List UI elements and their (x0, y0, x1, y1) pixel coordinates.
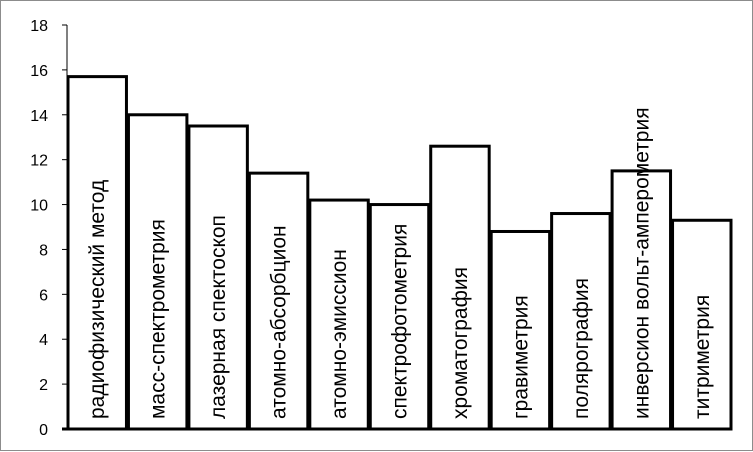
y-tick-label-14: 14 (30, 108, 48, 125)
y-tick-label-4: 4 (39, 332, 48, 349)
labels-layer: радиофизический метод масс-спектрометрия л… (86, 107, 714, 419)
bar-10 (610, 169, 673, 431)
y-tick-label-10: 10 (30, 198, 48, 215)
y-tick-label-0: 0 (39, 422, 48, 439)
category-label-3: лазерная спектоскоп (207, 215, 230, 419)
category-label-1: радиофизический метод (86, 180, 109, 419)
category-label-9: полярография (570, 278, 593, 419)
category-label-10: инверсион вольт-амперометрия (630, 107, 653, 419)
bars-layer (66, 75, 733, 431)
bar-4 (247, 171, 310, 431)
y-tick-label-6: 6 (39, 287, 48, 304)
category-label-7: хроматография (449, 267, 472, 419)
category-label-5: атомно-эмиссион (328, 249, 351, 419)
category-label-6: спектрофотометрия (389, 224, 412, 419)
y-tick-label-16: 16 (30, 63, 48, 80)
bar-6 (368, 203, 431, 431)
category-label-8: гравиметрия (509, 295, 532, 419)
bar-8 (489, 229, 552, 431)
bar-2 (126, 113, 189, 431)
y-tick-label-18: 18 (30, 18, 48, 35)
y-tick-label-12: 12 (30, 153, 48, 170)
y-tick-label-8: 8 (39, 242, 48, 259)
category-label-4: атомно-абсорбцион (268, 225, 291, 419)
y-tick-label-2: 2 (39, 377, 48, 394)
category-label-2: масс-спектрометрия (147, 219, 170, 419)
axis-layer: 0 2 4 6 8 10 12 14 16 18 (30, 18, 732, 439)
category-label-11: титриметрия (691, 295, 714, 419)
bar-1 (66, 75, 128, 431)
bar-11 (671, 218, 733, 431)
